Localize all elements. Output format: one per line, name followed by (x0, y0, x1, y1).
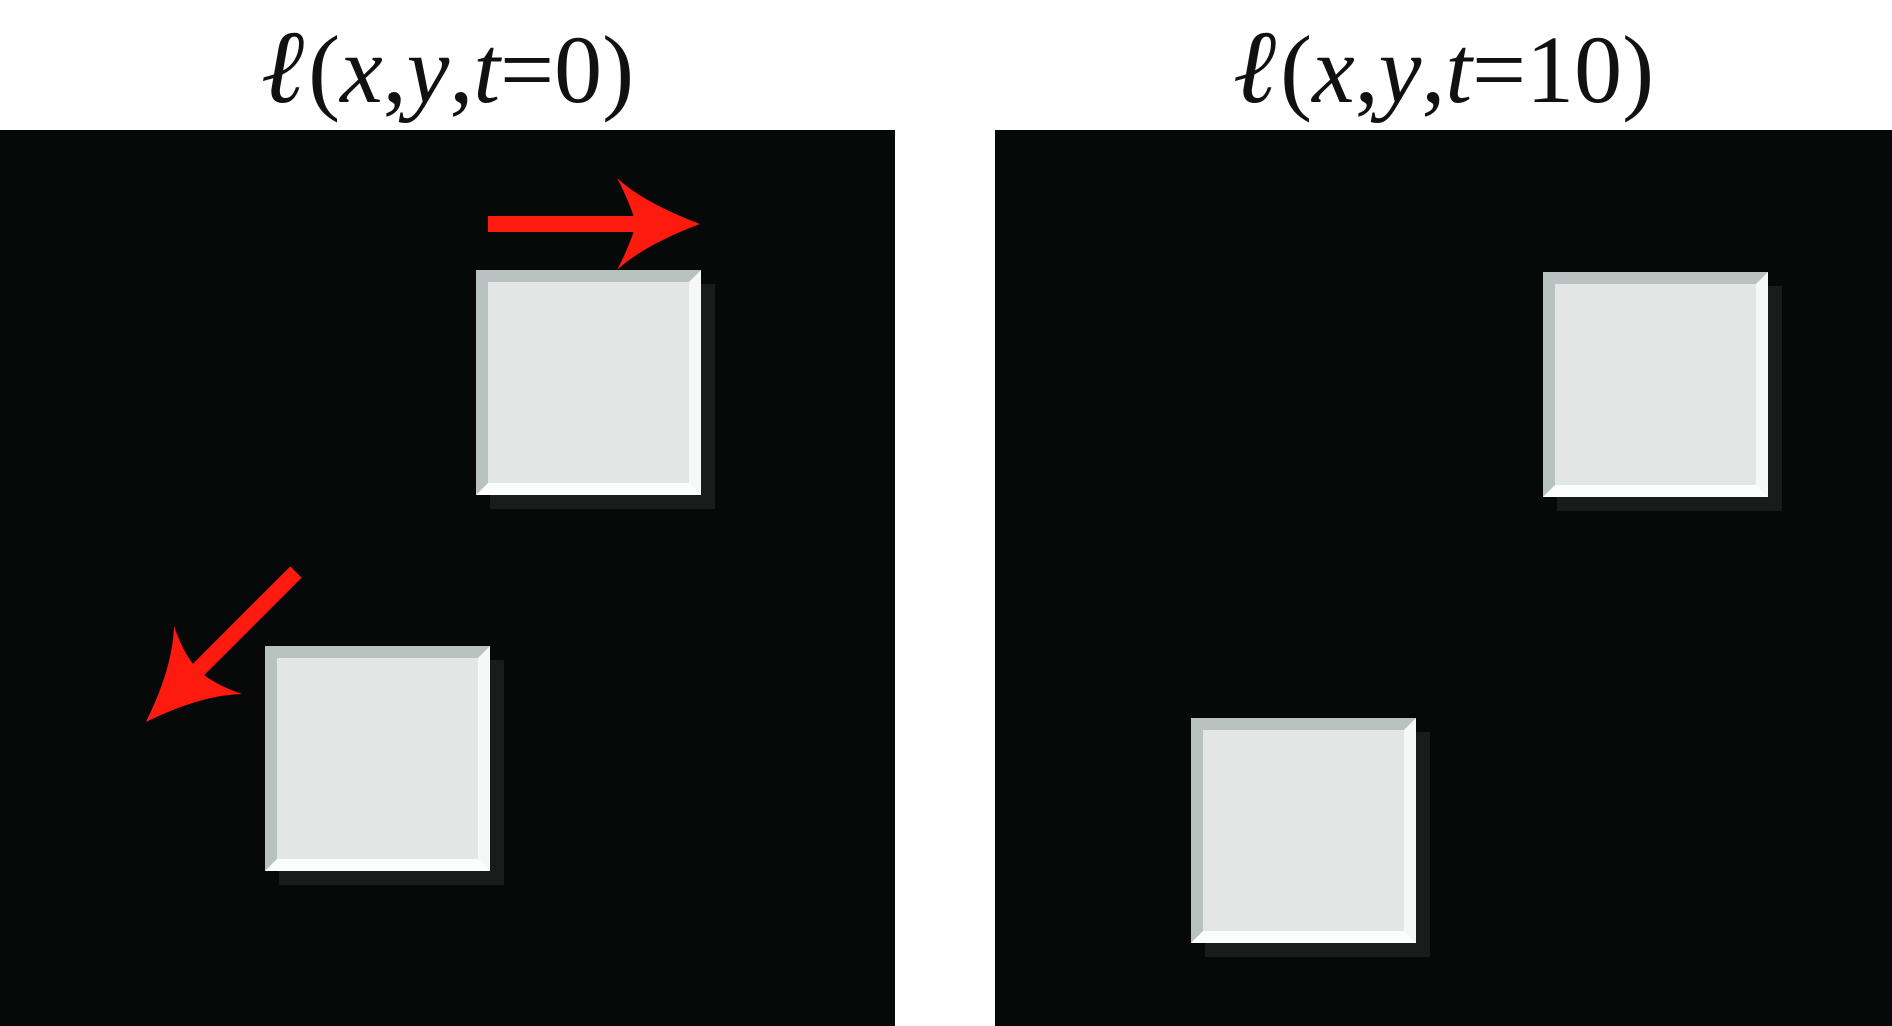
square-top-right (1543, 272, 1768, 497)
ell-symbol: ℓ (1232, 10, 1277, 125)
image-frame-t10 (995, 130, 1892, 1026)
y-variable: y (1378, 16, 1422, 123)
square-top-right (476, 270, 701, 495)
t-value: 10 (1526, 16, 1623, 123)
ell-symbol: ℓ (260, 10, 305, 125)
frame-panel-t10: ℓ(x,y,t=10) (995, 0, 1892, 1026)
t-variable: t (473, 16, 501, 123)
square-bottom-left (265, 646, 490, 871)
arrow-down-left-icon (146, 566, 302, 722)
motion-arrows (146, 178, 700, 722)
t-value: 0 (554, 16, 603, 123)
panel-title-t0: ℓ(x,y,t=0) (260, 10, 635, 125)
y-variable: y (406, 16, 450, 123)
t-variable: t (1445, 16, 1473, 123)
arrow-right-icon (488, 178, 700, 270)
x-variable: x (1312, 16, 1355, 123)
panel-title-t10: ℓ(x,y,t=10) (1232, 10, 1655, 125)
image-frame-t0 (0, 130, 895, 1026)
square-bottom-left (1191, 718, 1416, 943)
frame-panel-t0: ℓ(x,y,t=0) (0, 0, 895, 1026)
x-variable: x (340, 16, 383, 123)
